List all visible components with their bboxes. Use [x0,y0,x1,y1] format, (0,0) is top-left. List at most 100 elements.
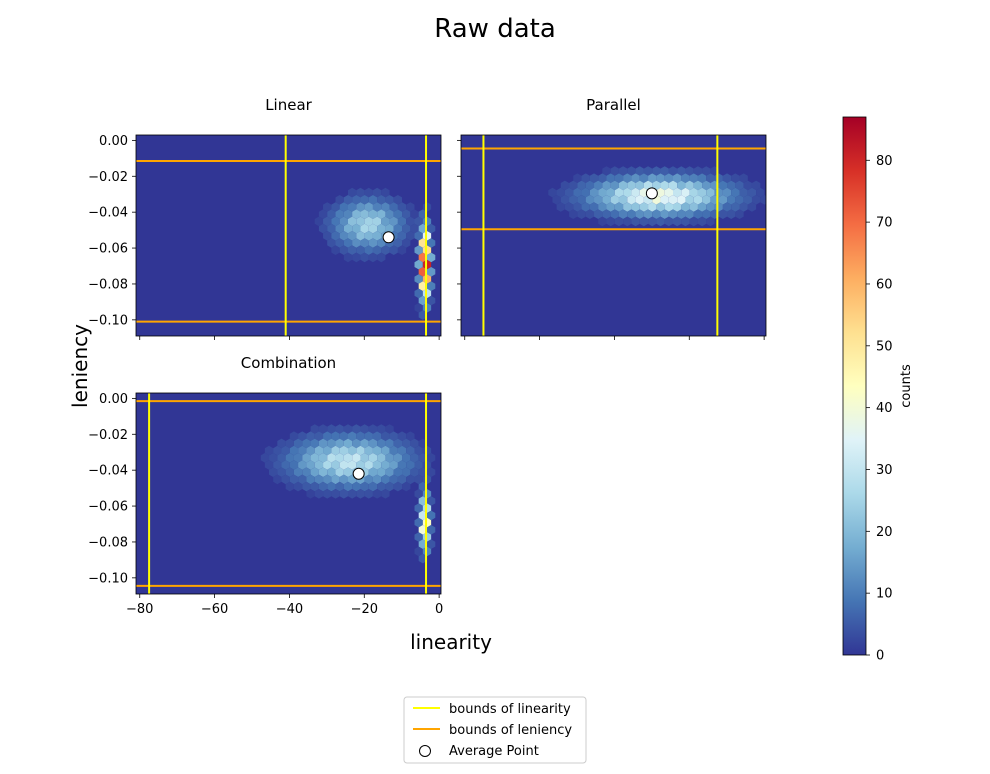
hexbin-cell [681,202,690,212]
hexbin-cell [406,231,415,241]
hexbin-cell [385,453,394,463]
hexbin-cell [731,173,740,183]
hexbin-cell [277,438,286,449]
hexbin-cell [298,445,307,456]
hexbin-cell [697,202,707,212]
hexbin-cell [360,209,369,219]
hexbin-cell [751,195,761,205]
hexbin-cell [335,424,344,434]
hexbin-cell [393,438,403,449]
figure-xlabel: linearity [410,630,492,654]
y-tick-label: 0.00 [99,392,128,407]
hexbin-cell [368,195,378,205]
hexbin-cell [372,445,382,456]
hexbin-cell [414,503,423,513]
hexbin-cell [339,489,348,499]
hexbin-cell [364,431,373,441]
hexbin-cell [289,445,299,456]
hexbin-cell [360,223,369,234]
hexbin-cell [327,438,336,449]
hexbin-cell [569,209,578,219]
hexbin-cell [393,238,403,248]
hexbin-cell [552,195,561,205]
hexbin-cell [656,202,665,212]
hexbin-cell [348,245,357,255]
hexbin-cell [318,467,328,477]
hexbin-cell [606,173,615,183]
hexbin-cell [343,238,353,248]
hexbin-cell [339,460,348,470]
hexbin-cell [377,238,386,248]
hexbin-cell [331,245,340,255]
hexbin-cell [573,187,582,198]
hexbin-cell [668,209,678,219]
colorbar-tick-label: 0 [876,649,884,664]
hexbin-cell [356,431,365,441]
hexbin-cell [673,216,682,227]
subplot-combination: Combination 0.00 −0.02 −0.04 −0.06 −0.08 −0.10… [88,354,443,617]
hexbin-cell [418,525,427,535]
hexbin-cell [269,453,278,463]
hexbin-cell [585,195,595,205]
hexbin-cell [414,259,423,270]
hexbin-cell [618,180,628,191]
hexbin-cell [635,180,644,191]
hexbin-cell [414,274,423,284]
hexbin-cell [618,195,628,205]
colorbar-tick-label: 40 [876,401,893,416]
hexbin-cell [668,195,678,205]
hexbin-cell [331,202,340,212]
hexbin-cell [631,216,640,227]
hexbin-cell [426,295,436,306]
hexbin-cell [627,166,636,176]
hexbin-cell [377,223,386,234]
subplot-parallel: Parallel [457,96,767,340]
hexbin-cells [314,187,436,320]
hexbin-cell [331,474,340,485]
hexbin-cell [623,173,632,183]
hexbin-cell [635,209,644,219]
hexbin-cell [372,187,382,198]
hexbin-cell [385,481,394,492]
hexbin-cell [702,195,711,205]
hexbin-cell [377,481,386,492]
hexbin-cell [323,474,332,485]
hexbin-cell [352,453,361,463]
hexbin-cell [614,216,624,227]
hexbin-cell [327,424,336,434]
colorbar-tick-label: 60 [876,277,893,292]
hexbin-cell [402,453,411,463]
hexbin-cell [722,202,732,212]
hexbin-cell [306,460,315,470]
hexbin-cell [639,173,649,183]
colorbar-tick-label: 30 [876,463,893,478]
hexbin-cell [298,431,307,441]
hexbin-cell [339,431,348,441]
hexbin-cell [598,187,607,198]
hexbin-cell [389,460,398,470]
hexbin-cell [656,187,665,198]
plot-frame [135,134,442,337]
hexbin-cell [689,173,698,183]
hexbin-cell [556,202,565,212]
y-tick-label: −0.04 [88,464,128,479]
hexbin-cell [372,216,382,227]
hexbin-cell [356,489,365,499]
hexbin-cell [560,180,570,191]
x-tick-label: −80 [126,602,153,617]
subplot-title: Combination [241,354,336,372]
x-tick-label: −40 [276,602,303,617]
hexbin-cell [364,202,373,212]
average-point [352,467,365,480]
hexbin-cell [702,209,711,219]
hexbin-cell [385,438,394,449]
hexbin-cell [393,481,403,492]
hexbin-cell [389,245,398,255]
hexbin-cell [652,180,661,191]
hexbin-cell [414,532,423,542]
hexbin-cell [348,431,357,441]
hexbin-cell [623,187,632,198]
hexbin-cell [302,481,311,492]
hexbin-cell [602,180,611,191]
hexbin-cell [277,467,286,477]
